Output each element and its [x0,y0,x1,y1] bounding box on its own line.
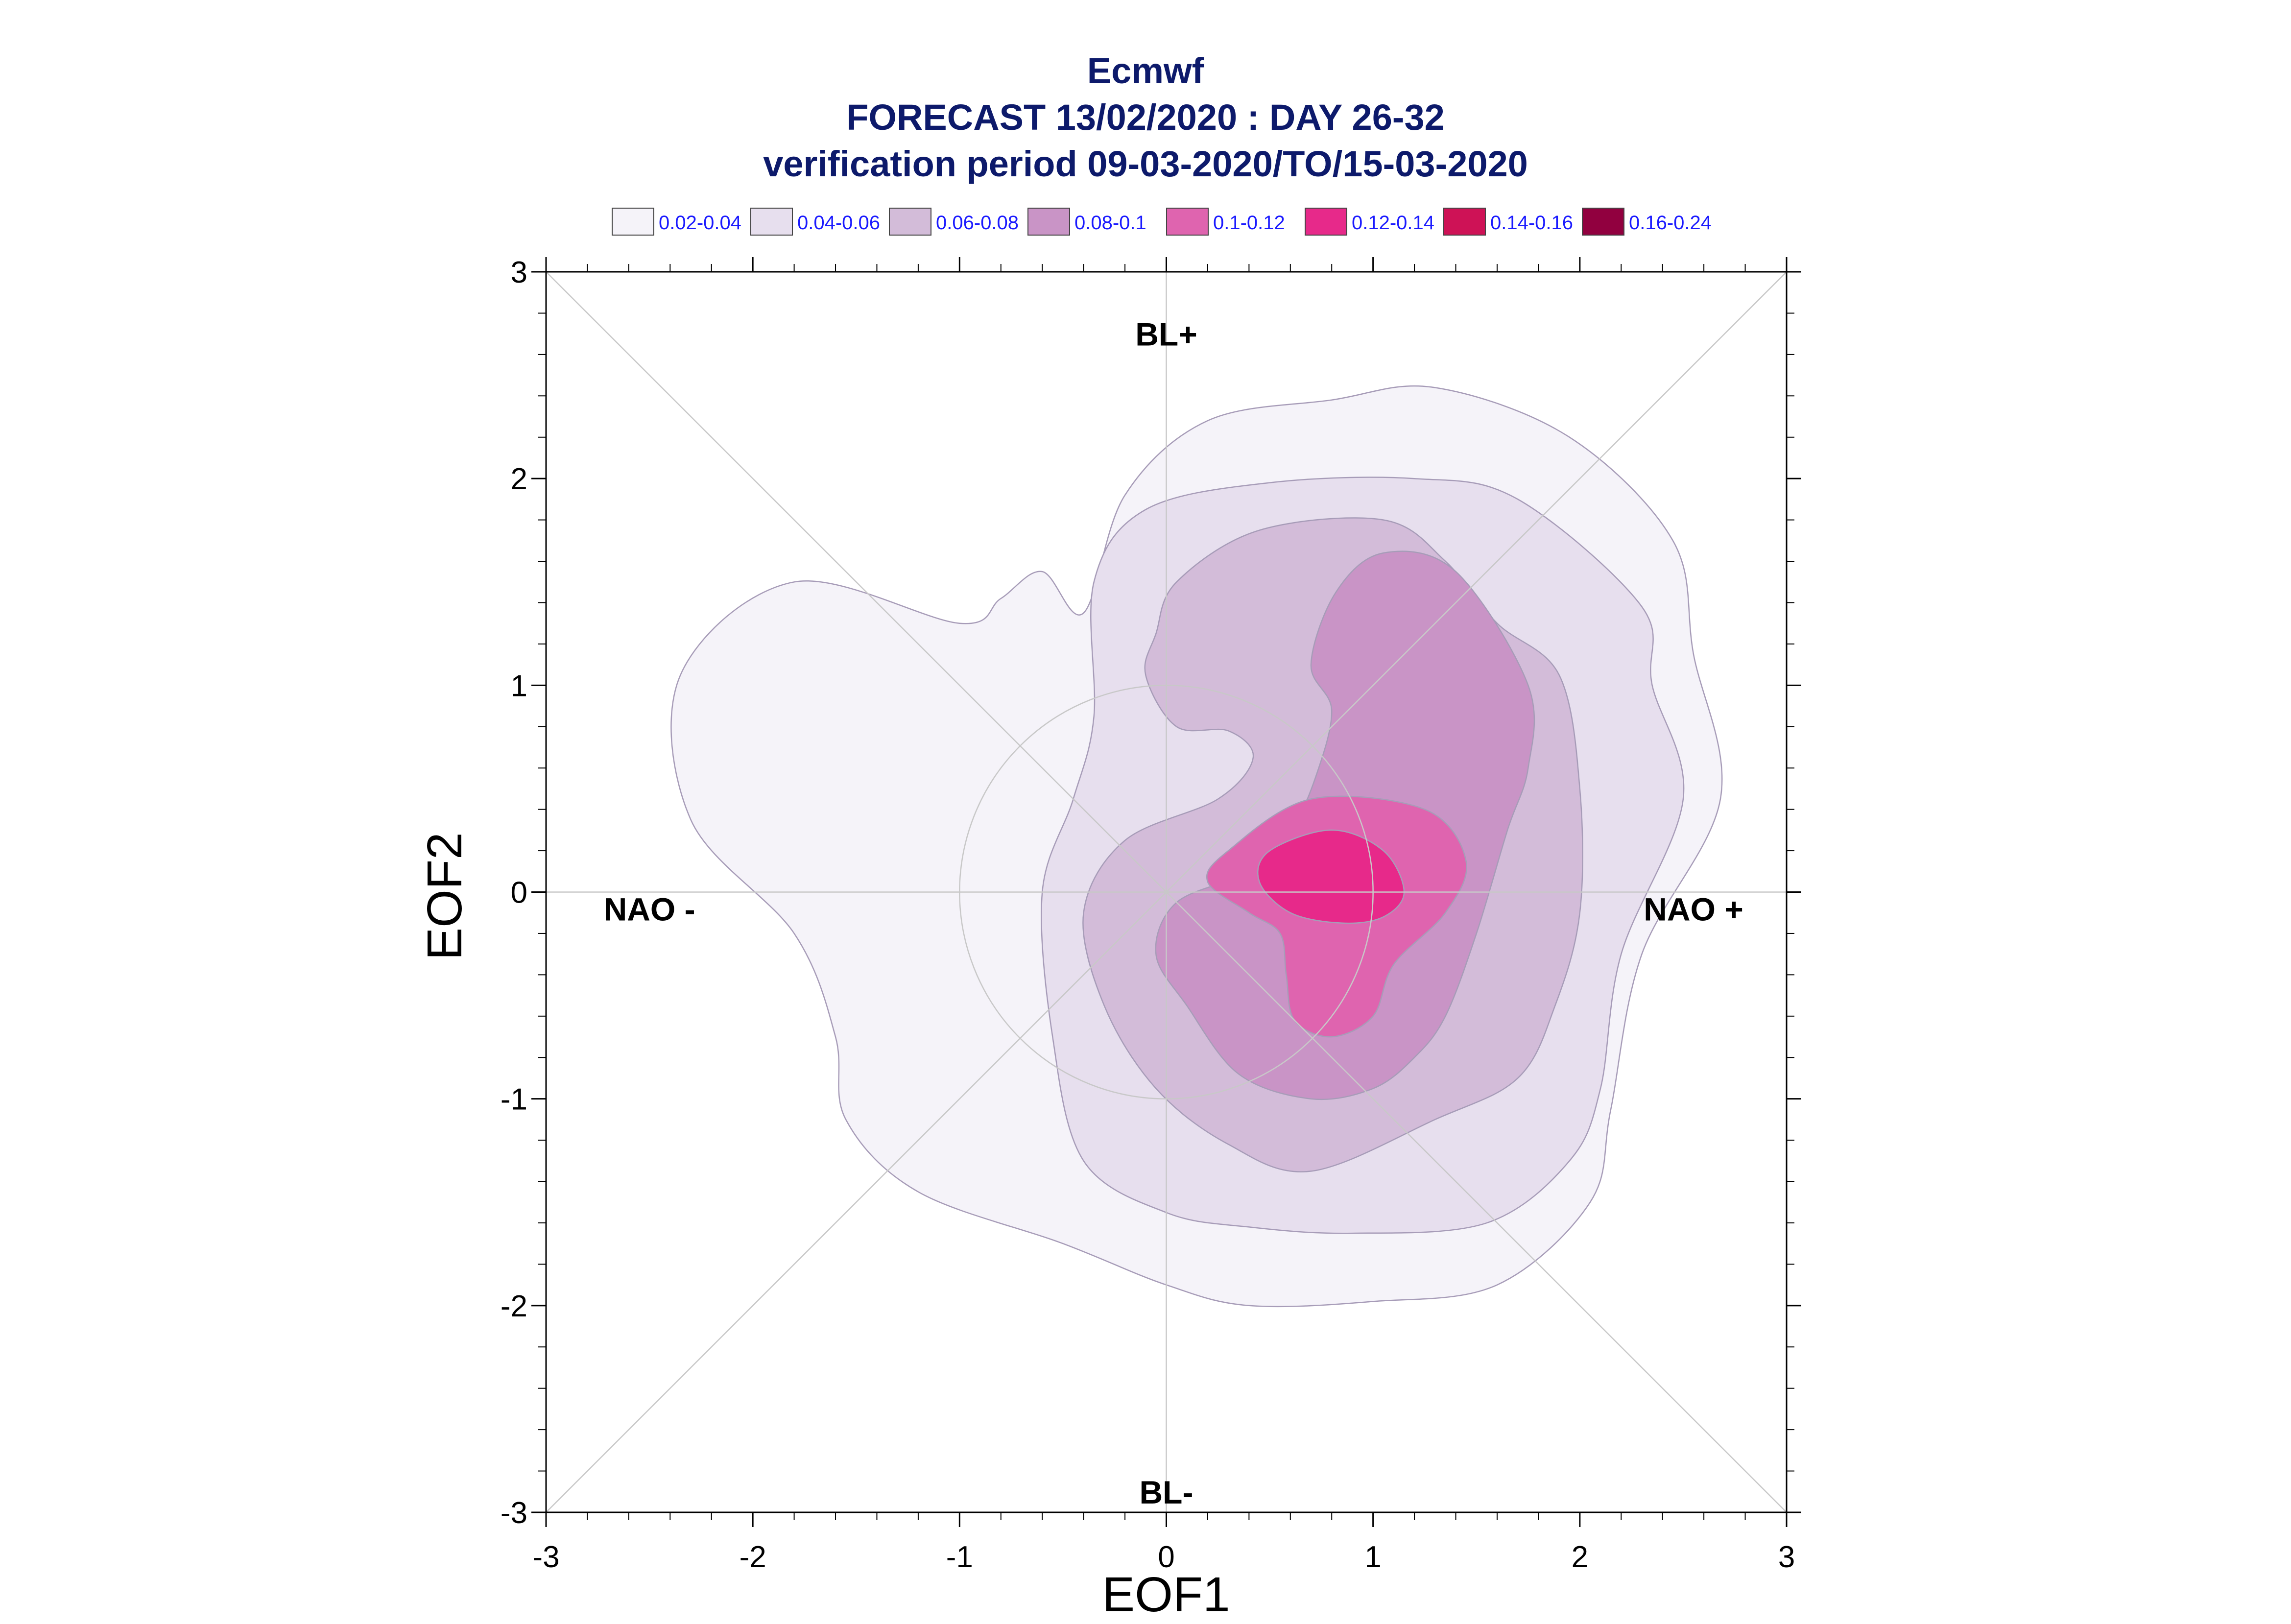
regime-label: NAO + [1644,891,1743,927]
regime-label: NAO - [604,891,695,927]
regime-label: BL+ [1135,316,1197,353]
legend-label: 0.1-0.12 [1213,212,1285,234]
axis-ticks: -3 -2 -1 0 1 2 3 -3 -2 -1 0 1 2 3 [501,256,1801,1574]
title-line-1: Ecmwf [1087,50,1204,91]
density-contours [670,385,1723,1308]
legend-swatch [1166,208,1209,236]
diagonal-line-2 [546,271,1787,1513]
unit-circle [959,685,1374,1099]
legend-swatch [1582,208,1624,236]
legend-label: 0.06-0.08 [936,212,1019,234]
x-tick-label: 1 [1364,1540,1381,1574]
x-tick-label: 2 [1572,1540,1588,1574]
contour-level-0.12-0.14 [1257,829,1405,924]
plot-area: -3 -2 -1 0 1 2 3 -3 -2 -1 0 1 2 3 BL+ BL- NAO - NAO + [501,256,1801,1574]
legend-swatch [1305,208,1347,236]
title-line-3: verification period 09-03-2020/TO/15-03-… [763,143,1528,184]
regime-labels: BL+ BL- NAO - NAO + [604,316,1743,1510]
x-tick-label: -3 [532,1540,559,1574]
regime-label: BL- [1140,1474,1193,1510]
legend-swatch [612,208,654,236]
legend-label: 0.02-0.04 [659,212,741,234]
y-tick-label: -1 [501,1083,527,1117]
chart-title: Ecmwf FORECAST 13/02/2020 : DAY 26-32 ve… [763,50,1528,184]
y-tick-label: -2 [501,1290,527,1323]
x-axis-label: EOF1 [1102,1567,1230,1622]
x-tick-label: -1 [946,1540,973,1574]
legend-swatch [750,208,793,236]
reference-lines [546,271,1787,1513]
y-tick-label: 0 [511,876,527,910]
legend-swatch [1443,208,1486,236]
y-tick-label: 3 [511,256,527,289]
legend-swatch [889,208,931,236]
legend-label: 0.16-0.24 [1629,212,1712,234]
x-tick-label: 0 [1158,1540,1174,1574]
legend-swatch [1027,208,1070,236]
x-tick-label: -2 [740,1540,766,1574]
y-axis-label: EOF2 [417,832,472,960]
y-tick-label: 1 [511,669,527,703]
legend: 0.02-0.04 0.04-0.06 0.06-0.08 0.08-0.1 0.1-0… [612,208,1712,236]
legend-label: 0.12-0.14 [1352,212,1434,234]
title-line-2: FORECAST 13/02/2020 : DAY 26-32 [846,97,1445,138]
legend-label: 0.08-0.1 [1074,212,1146,234]
x-tick-label: 3 [1778,1540,1795,1574]
y-tick-label: 2 [511,462,527,496]
legend-label: 0.14-0.16 [1490,212,1573,234]
y-tick-label: -3 [501,1496,527,1530]
legend-label: 0.04-0.06 [797,212,880,234]
